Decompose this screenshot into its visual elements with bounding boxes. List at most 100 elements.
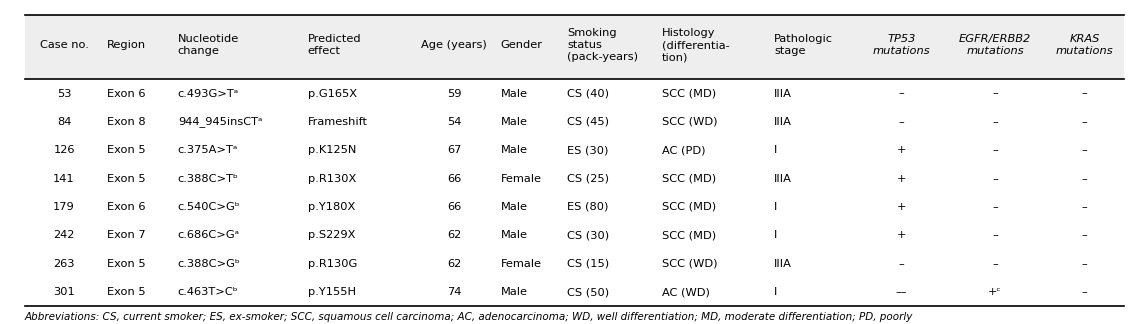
Text: –: – (1082, 230, 1087, 240)
Text: p.R130X: p.R130X (308, 174, 356, 184)
Text: Exon 8: Exon 8 (107, 117, 145, 127)
Text: 59: 59 (447, 88, 462, 98)
Bar (25, 15, 1124, 79)
Text: –: – (1082, 202, 1087, 212)
Text: Histology
(differentia-
tion): Histology (differentia- tion) (662, 29, 730, 62)
Text: I: I (774, 145, 777, 155)
Text: –: – (992, 117, 998, 127)
Text: Male: Male (501, 88, 528, 98)
Text: Male: Male (501, 202, 528, 212)
Text: ––: –– (896, 287, 907, 297)
Text: –: – (899, 259, 905, 269)
Text: 54: 54 (447, 117, 462, 127)
Text: Exon 6: Exon 6 (107, 88, 145, 98)
Text: I: I (774, 287, 777, 297)
Text: CS (50): CS (50) (568, 287, 609, 297)
Text: 67: 67 (447, 145, 462, 155)
Text: –: – (992, 230, 998, 240)
Text: p.S229X: p.S229X (308, 230, 355, 240)
Text: Gender: Gender (501, 40, 543, 50)
Text: CS (25): CS (25) (568, 174, 609, 184)
Text: KRAS
mutations: KRAS mutations (1056, 34, 1113, 56)
Text: 179: 179 (53, 202, 75, 212)
Text: Male: Male (501, 230, 528, 240)
Text: 62: 62 (447, 259, 461, 269)
Text: –: – (1082, 174, 1087, 184)
Text: Male: Male (501, 287, 528, 297)
Text: Male: Male (501, 145, 528, 155)
Text: +: + (897, 202, 906, 212)
Text: –: – (992, 202, 998, 212)
Text: Exon 6: Exon 6 (107, 202, 145, 212)
Text: 301: 301 (53, 287, 75, 297)
Text: c.375A>Tᵃ: c.375A>Tᵃ (178, 145, 238, 155)
Text: 62: 62 (447, 230, 461, 240)
Text: SCC (MD): SCC (MD) (662, 88, 716, 98)
Text: TP53
mutations: TP53 mutations (873, 34, 930, 56)
Text: Male: Male (501, 117, 528, 127)
Text: +: + (897, 174, 906, 184)
Text: 141: 141 (53, 174, 75, 184)
Text: –: – (1082, 259, 1087, 269)
Text: c.388C>Tᵇ: c.388C>Tᵇ (178, 174, 238, 184)
Text: +ᶜ: +ᶜ (989, 287, 1002, 297)
Text: 242: 242 (53, 230, 75, 240)
Text: p.Y180X: p.Y180X (308, 202, 355, 212)
Text: –: – (992, 259, 998, 269)
Text: 66: 66 (447, 174, 461, 184)
Text: +: + (897, 145, 906, 155)
Text: c.686C>Gᵃ: c.686C>Gᵃ (178, 230, 239, 240)
Text: –: – (992, 88, 998, 98)
Text: Exon 5: Exon 5 (107, 174, 145, 184)
Text: IIIA: IIIA (774, 174, 792, 184)
Text: Region: Region (107, 40, 145, 50)
Text: –: – (899, 88, 905, 98)
Text: –: – (1082, 88, 1087, 98)
Text: CS (15): CS (15) (568, 259, 609, 269)
Text: SCC (MD): SCC (MD) (662, 202, 716, 212)
Text: CS (45): CS (45) (568, 117, 609, 127)
Text: 84: 84 (57, 117, 72, 127)
Text: c.540C>Gᵇ: c.540C>Gᵇ (178, 202, 241, 212)
Text: –: – (899, 117, 905, 127)
Text: Exon 5: Exon 5 (107, 287, 145, 297)
Text: Exon 7: Exon 7 (107, 230, 145, 240)
Text: Pathologic
stage: Pathologic stage (774, 34, 833, 56)
Text: Nucleotide
change: Nucleotide change (178, 34, 239, 56)
Text: 53: 53 (57, 88, 72, 98)
Text: –: – (1082, 117, 1087, 127)
Text: SCC (WD): SCC (WD) (662, 117, 717, 127)
Text: 66: 66 (447, 202, 461, 212)
Text: Case no.: Case no. (40, 40, 89, 50)
Text: c.463T>Cᵇ: c.463T>Cᵇ (178, 287, 238, 297)
Text: 126: 126 (53, 145, 75, 155)
Text: IIIA: IIIA (774, 259, 792, 269)
Text: Exon 5: Exon 5 (107, 145, 145, 155)
Text: ES (30): ES (30) (568, 145, 608, 155)
Text: +: + (897, 230, 906, 240)
Text: Exon 5: Exon 5 (107, 259, 145, 269)
Text: p.Y155H: p.Y155H (308, 287, 355, 297)
Text: SCC (WD): SCC (WD) (662, 259, 717, 269)
Text: –: – (992, 174, 998, 184)
Text: I: I (774, 202, 777, 212)
Text: Smoking
status
(pack-years): Smoking status (pack-years) (568, 29, 638, 62)
Text: Frameshift: Frameshift (308, 117, 368, 127)
Text: –: – (1082, 145, 1087, 155)
Text: IIIA: IIIA (774, 117, 792, 127)
Text: Predicted
effect: Predicted effect (308, 34, 361, 56)
Text: –: – (1082, 287, 1087, 297)
Text: c.388C>Gᵇ: c.388C>Gᵇ (178, 259, 241, 269)
Text: ES (80): ES (80) (568, 202, 608, 212)
Text: IIIA: IIIA (774, 88, 792, 98)
Text: 263: 263 (53, 259, 75, 269)
Text: Female: Female (501, 174, 541, 184)
Text: Age (years): Age (years) (421, 40, 487, 50)
Text: p.G165X: p.G165X (308, 88, 356, 98)
Text: Abbreviations: CS, current smoker; ES, ex-smoker; SCC, squamous cell carcinoma; : Abbreviations: CS, current smoker; ES, e… (25, 312, 914, 324)
Text: EGFR/ERBB2
mutations: EGFR/ERBB2 mutations (959, 34, 1031, 56)
Text: AC (PD): AC (PD) (662, 145, 705, 155)
Text: p.R130G: p.R130G (308, 259, 356, 269)
Text: CS (30): CS (30) (568, 230, 609, 240)
Text: I: I (774, 230, 777, 240)
